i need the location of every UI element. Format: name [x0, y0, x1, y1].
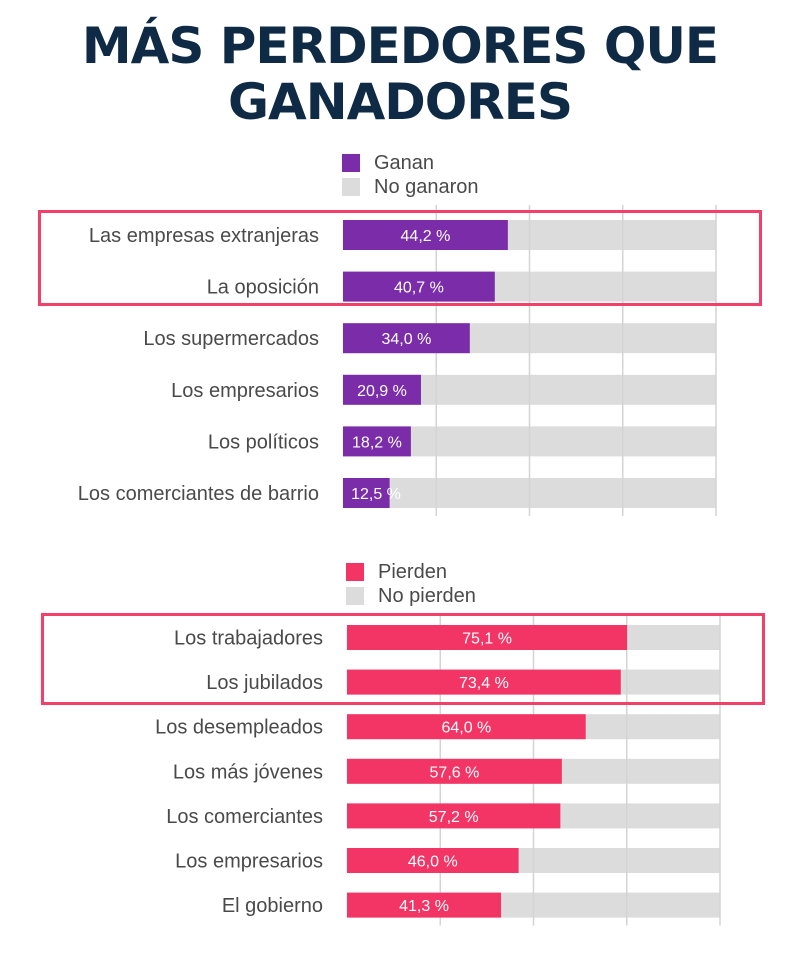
chart-ganan-svg: Las empresas extranjeras 44,2 % La oposici… [78, 205, 717, 516]
bar [343, 374, 421, 405]
legend-item-ganan: Ganan [342, 151, 479, 175]
category-label: El gobierno [222, 895, 323, 917]
data-label: 18,2 % [352, 434, 402, 451]
bar [343, 271, 495, 302]
bar [347, 625, 628, 650]
legend-swatch-ganan [342, 154, 360, 172]
bar [343, 220, 508, 250]
legend-label-pierden: Pierden [378, 560, 447, 583]
category-label: Los trabajadores [174, 628, 323, 650]
chart-pierden: Los trabajadores 75,1 % Los jubilados 73,4 … [0, 614, 800, 926]
data-label: 46,0 % [408, 854, 458, 871]
bar [343, 478, 390, 508]
category-label: Los comerciantes [166, 806, 323, 828]
legend-label-no-ganaron: No ganaron [374, 175, 479, 198]
highlight-box-pierden [41, 613, 765, 705]
legend-pierden: Pierden No pierden [346, 560, 476, 608]
data-label: 41,3 % [399, 898, 449, 915]
legend-swatch-no-pierden [346, 587, 364, 605]
highlight-box-ganan [38, 210, 762, 306]
data-label: 75,1 % [462, 631, 512, 648]
data-label: 40,7 % [394, 280, 444, 297]
page-title: MÁS PERDEDORES QUE GANADORES [0, 18, 800, 130]
legend-ganan: Ganan No ganaron [342, 151, 479, 199]
bar [347, 892, 502, 918]
page-title-line-1: MÁS PERDEDORES QUE [81, 17, 719, 75]
category-label: Los jubilados [206, 672, 323, 694]
bar [347, 669, 621, 695]
data-label: 73,4 % [459, 675, 509, 692]
category-label: Los políticos [208, 431, 319, 453]
category-label: Los desempleados [155, 717, 323, 739]
legend-item-no-pierden: No pierden [346, 584, 476, 608]
data-label: 57,2 % [429, 809, 479, 826]
legend-swatch-pierden [346, 563, 364, 581]
bar [347, 803, 561, 829]
bar [347, 758, 562, 784]
legend-item-pierden: Pierden [346, 560, 476, 584]
bar [343, 323, 470, 354]
data-label: 64,0 % [441, 720, 491, 737]
category-label: La oposición [207, 277, 319, 299]
bar [343, 426, 411, 457]
legend-item-no-ganaron: No ganaron [342, 175, 479, 199]
data-label: 20,9 % [357, 383, 407, 400]
bar [347, 714, 586, 740]
page-title-line-2: GANADORES [228, 73, 573, 131]
category-label: Los empresarios [171, 380, 319, 402]
category-label: Los más jóvenes [173, 761, 323, 783]
chart-pierden-svg: Los trabajadores 75,1 % Los jubilados 73,4 … [155, 614, 721, 926]
category-label: Los supermercados [143, 328, 319, 350]
category-label: Los comerciantes de barrio [78, 483, 319, 505]
legend-label-ganan: Ganan [374, 151, 435, 174]
bar [347, 848, 519, 873]
data-label: 34,0 % [382, 331, 432, 348]
chart-ganan: Las empresas extranjeras 44,2 % La oposici… [0, 205, 800, 516]
data-label: 44,2 % [401, 228, 451, 245]
category-label: Los empresarios [175, 851, 323, 873]
legend-label-no-pierden: No pierden [378, 584, 476, 607]
data-label: 12,5 % [351, 486, 401, 503]
data-label: 57,6 % [430, 764, 480, 781]
category-label: Las empresas extranjeras [89, 225, 319, 247]
legend-swatch-no-ganaron [342, 178, 360, 196]
